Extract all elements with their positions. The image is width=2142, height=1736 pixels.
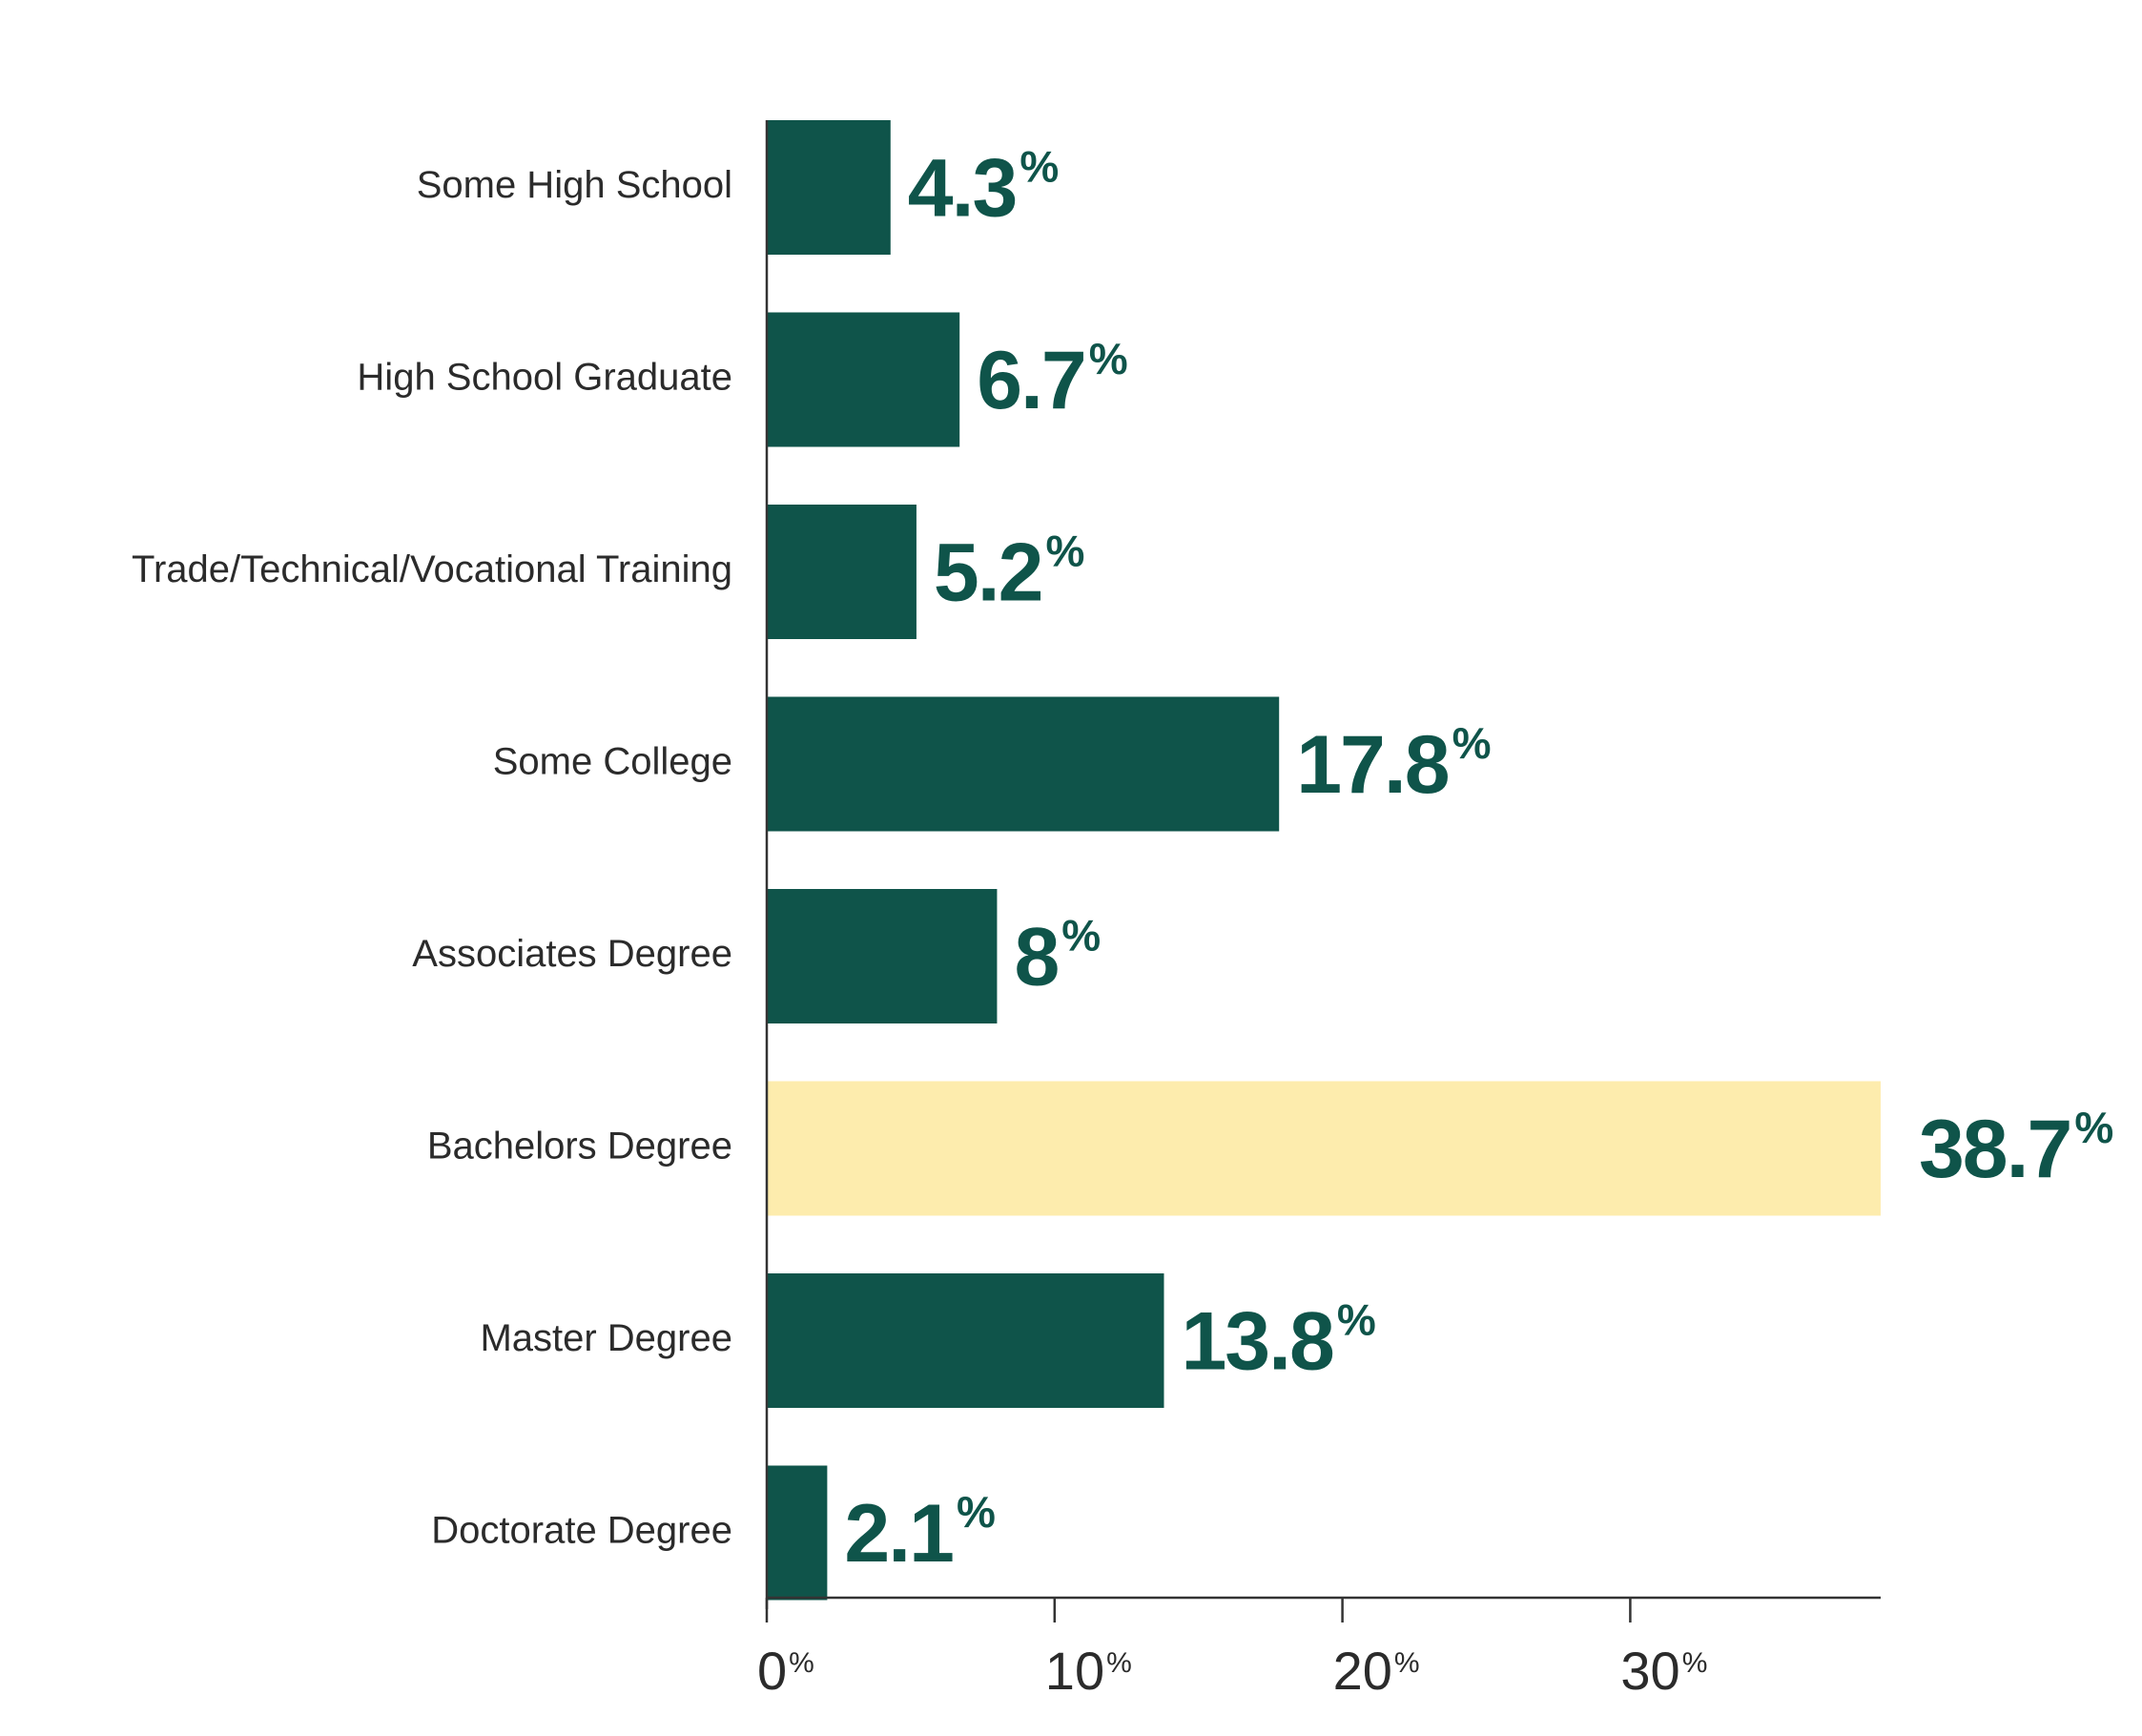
bar-bachelors-degree [767,1081,1881,1216]
x-tick-percent-sign: % [1682,1647,1708,1679]
value-label-percent-sign: % [1452,718,1491,768]
category-label-master-degree: Master Degree [480,1317,732,1359]
x-tick-percent-sign: % [789,1647,814,1679]
x-tick-label-10: 10% [1045,1641,1132,1701]
value-label-percent-sign: % [1061,911,1100,961]
x-tick-percent-sign: % [1394,1647,1420,1679]
category-label-some-high-school: Some High School [417,164,732,206]
x-tick-label-30: 30% [1620,1641,1707,1701]
bar-trade-technical-vocational-training [767,505,917,639]
x-tick-percent-sign: % [1106,1647,1132,1679]
value-label-percent-sign: % [1020,142,1058,192]
bar-master-degree [767,1273,1164,1408]
bar-doctorate-degree [767,1465,828,1601]
bar-high-school-graduate [767,312,960,447]
category-label-doctorate-degree: Doctorate Degree [431,1510,732,1552]
category-label-high-school-graduate: High School Graduate [357,357,732,399]
value-label-percent-sign: % [1045,527,1083,576]
value-label-some-high-school: 4.3% [908,142,1059,235]
category-label-trade-technical-vocational-training: Trade/Technical/Vocational Training [132,548,732,590]
bar-associates-degree [767,889,998,1023]
category-label-some-college: Some College [493,741,732,783]
value-label-percent-sign: % [2074,1103,2112,1152]
value-label-master-degree: 13.8% [1181,1295,1374,1388]
bar-some-high-school [767,120,891,255]
bar-some-college [767,696,1280,832]
category-label-associates-degree: Associates Degree [412,933,732,975]
value-label-doctorate-degree: 2.1% [844,1487,995,1580]
category-label-bachelors-degree: Bachelors Degree [427,1126,732,1168]
category-labels-group: Some High School High School Graduate Trad… [132,164,732,1552]
x-tick-label-20: 20% [1333,1641,1420,1701]
value-label-trade-technical-vocational-training: 5.2% [934,527,1084,619]
value-label-associates-degree: 8% [1014,911,1100,1003]
value-label-percent-sign: % [957,1487,995,1537]
value-label-bachelors-degree: 38.7% [1919,1103,2112,1195]
bars-group [767,120,1881,1601]
value-label-percent-sign: % [1089,334,1127,383]
x-tick-label-0: 0% [757,1641,814,1701]
x-ticks-group: 0% 10% 20% 30% [757,1598,1707,1701]
value-label-percent-sign: % [1337,1295,1375,1345]
value-label-high-school-graduate: 6.7% [977,334,1127,426]
value-label-some-college: 17.8% [1296,718,1490,811]
